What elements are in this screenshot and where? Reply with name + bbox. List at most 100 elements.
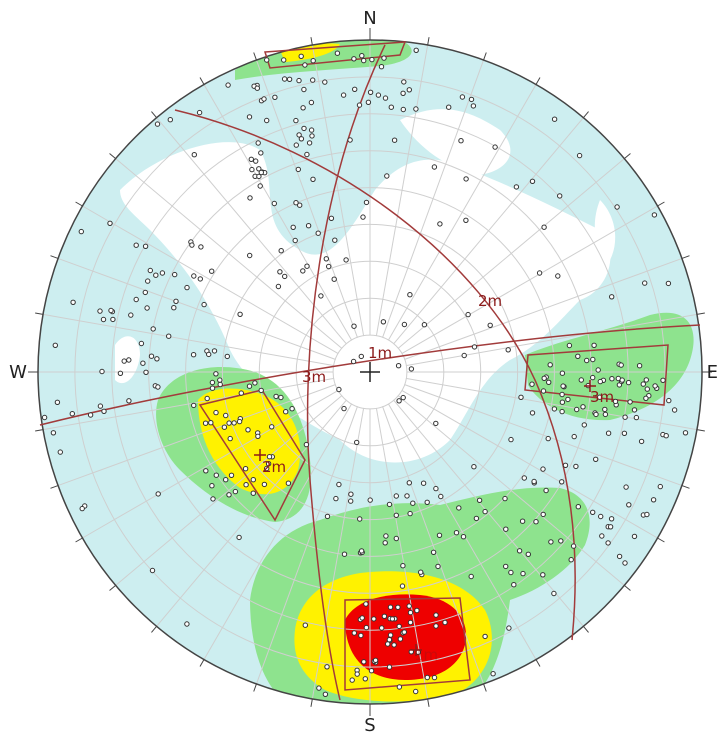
pole-point [576, 152, 583, 159]
pole-point [395, 604, 401, 610]
pole-point [272, 94, 278, 101]
net-radial [382, 406, 485, 685]
pole-point [237, 311, 243, 317]
pole-point [249, 166, 255, 173]
pole-point [310, 77, 316, 83]
pole-point [529, 178, 536, 185]
pole-point [391, 642, 397, 648]
pole-point [609, 294, 615, 300]
pole-point [213, 371, 219, 377]
pole-point [333, 495, 339, 502]
pole-point [108, 307, 114, 314]
pole-point [559, 370, 566, 376]
pole-point [191, 152, 198, 158]
pole-point [543, 487, 549, 494]
pole-point [533, 519, 539, 525]
pole-point [341, 551, 348, 557]
pole-point [508, 569, 514, 576]
pole-point [271, 200, 277, 207]
pole-points [41, 47, 689, 697]
pole-point [401, 79, 407, 85]
pole-point [380, 319, 387, 325]
pole-point [626, 502, 632, 508]
pole-point [308, 127, 315, 133]
pole-point [343, 257, 349, 263]
pole-point [57, 449, 63, 455]
pole-point [281, 57, 287, 63]
pole-point [166, 333, 172, 339]
pole-point [682, 430, 689, 436]
net-radial [397, 395, 625, 586]
pole-point [211, 348, 218, 354]
pole-point [431, 674, 438, 681]
contour-mid-north [235, 40, 412, 80]
pole-point [354, 439, 360, 446]
pole-point [650, 497, 657, 503]
pole-point [446, 104, 452, 110]
net-radial [57, 384, 336, 487]
net-radial [82, 205, 339, 355]
pole-point [142, 289, 149, 296]
pole-point [386, 637, 393, 643]
azimuth-tick [657, 537, 665, 543]
pole-point [150, 326, 156, 332]
set-label-1m: 1m [368, 344, 392, 362]
pole-point [382, 95, 389, 101]
pole-point [278, 248, 284, 254]
pole-point [360, 214, 366, 220]
pole-point [145, 278, 151, 284]
pole-point [540, 466, 546, 472]
net-radial [115, 158, 343, 349]
azimuth-tick [151, 111, 157, 118]
pole-point [487, 322, 493, 328]
azimuth-tick [199, 77, 205, 85]
pole-point [154, 356, 160, 362]
pole-point [155, 384, 161, 390]
pole-point [385, 641, 391, 647]
pole-point [247, 252, 253, 259]
pole-point [406, 603, 412, 609]
pole-point [581, 422, 587, 428]
pole-point [269, 424, 275, 430]
mean-markers [254, 380, 596, 656]
pole-point [149, 567, 156, 574]
pole-point [148, 353, 155, 359]
pole-point [591, 342, 597, 348]
pole-point [367, 89, 374, 96]
pole-point [363, 601, 369, 607]
azimuth-tick [35, 312, 44, 315]
pole-point [559, 391, 565, 398]
pole-point [69, 411, 76, 417]
pole-point [389, 616, 396, 622]
pole-point [368, 668, 375, 674]
compass-north-label: N [363, 8, 376, 29]
pole-point [506, 625, 512, 631]
pole-point [264, 117, 270, 124]
pole-point [217, 381, 223, 388]
pole-point [625, 379, 632, 386]
pole-point [285, 480, 292, 486]
pole-point [559, 408, 565, 415]
pole-point [396, 684, 403, 690]
azimuth-tick [535, 77, 541, 85]
pole-point [518, 394, 524, 400]
pole-point [476, 497, 483, 503]
pole-point [413, 47, 419, 53]
pole-point [401, 629, 407, 635]
pole-point [371, 616, 377, 622]
pole-point [133, 296, 139, 303]
pole-point [246, 114, 253, 120]
pole-point [433, 612, 439, 618]
pole-point [623, 484, 629, 490]
pole-point [430, 549, 437, 555]
pole-point [614, 204, 620, 210]
pole-point [361, 57, 367, 64]
net-radial [401, 389, 658, 539]
pole-point [213, 409, 219, 416]
pole-point [612, 398, 619, 405]
pole-point [191, 402, 197, 409]
pole-point [293, 200, 299, 206]
pole-point [433, 485, 439, 492]
pole-point [303, 441, 310, 448]
azimuth-tick [75, 537, 83, 543]
